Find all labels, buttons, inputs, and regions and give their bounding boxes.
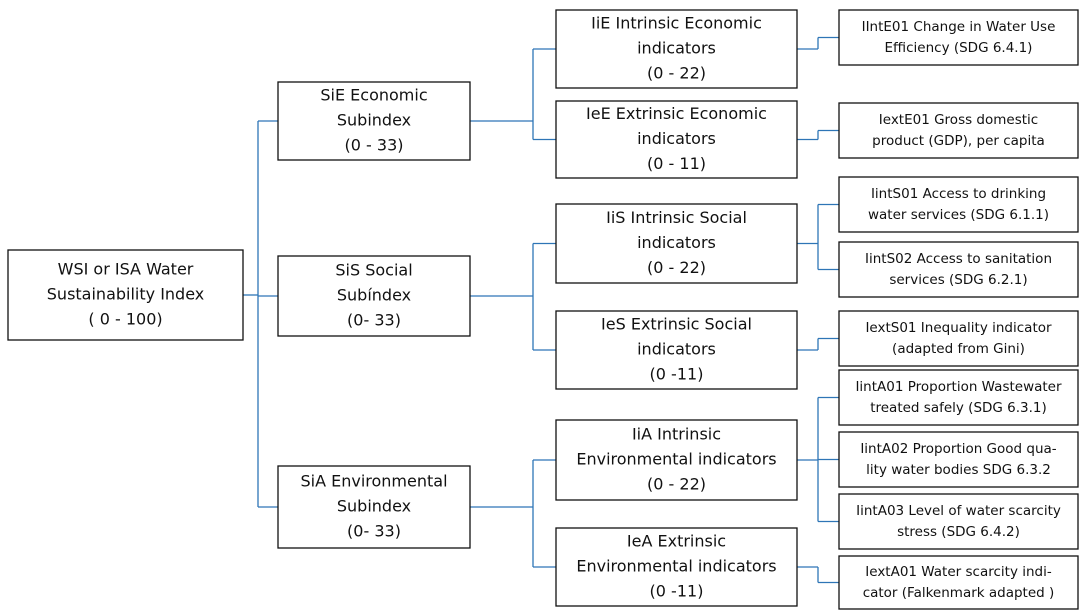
indicator-box xyxy=(555,9,798,89)
item-box-text: IextE01 Gross domestic xyxy=(879,112,1038,128)
item-box-text: IextS01 Inequality indicator xyxy=(865,320,1052,336)
item-box-text: product (GDP), per capita xyxy=(872,133,1045,149)
indicator-box-text: indicators xyxy=(637,233,716,252)
item-box-text: water services (SDG 6.1.1) xyxy=(868,207,1049,223)
indicator-box xyxy=(555,419,798,501)
item-box xyxy=(838,176,1079,233)
item-box-text: services (SDG 6.2.1) xyxy=(889,272,1027,288)
indicator-box-text: indicators xyxy=(637,340,716,359)
item-box xyxy=(838,241,1079,298)
item-box-text: IintS01 Access to drinking xyxy=(871,186,1046,202)
root-box xyxy=(7,249,244,341)
item-box-text: IintA01 Proportion Wastewater xyxy=(855,379,1062,395)
item-box xyxy=(838,555,1079,610)
indicator-box-text: indicators xyxy=(637,129,716,148)
indicator-box-text: (0 - 11) xyxy=(647,154,706,173)
indicator-box-text: Environmental indicators xyxy=(576,557,776,576)
root-box-text: Sustainability Index xyxy=(47,285,204,304)
indicator-box-text: (0 - 22) xyxy=(647,474,706,493)
subindex-box-text: (0 - 33) xyxy=(345,135,404,154)
indicator-box xyxy=(555,310,798,390)
indicator-box-text: IeA Extrinsic xyxy=(627,532,726,551)
indicator-box-text: indicators xyxy=(637,39,716,58)
indicator-box-text: IiE Intrinsic Economic xyxy=(591,14,762,33)
subindex-box-text: Subindex xyxy=(337,111,411,130)
indicator-box-text: (0 -11) xyxy=(650,581,704,600)
item-box xyxy=(838,102,1079,159)
subindex-box-text: (0- 33) xyxy=(347,310,401,329)
item-box-text: treated safely (SDG 6.3.1) xyxy=(870,400,1047,416)
indicator-box xyxy=(555,203,798,284)
subindex-box-text: SiA Environmental xyxy=(300,472,447,491)
indicator-box xyxy=(555,100,798,179)
subindex-box xyxy=(277,465,471,549)
subindex-box xyxy=(277,255,471,337)
item-box xyxy=(838,9,1079,66)
item-box-text: IintA02 Proportion Good qua- xyxy=(860,441,1056,457)
item-box-text: lity water bodies SDG 6.3.2 xyxy=(866,462,1051,478)
item-box-text: (adapted from Gini) xyxy=(892,341,1025,357)
subindex-box-text: SiS Social xyxy=(335,261,412,280)
indicator-box-text: IeE Extrinsic Economic xyxy=(586,104,767,123)
root-box-text: ( 0 - 100) xyxy=(88,309,162,328)
indicator-box-text: IiS Intrinsic Social xyxy=(606,208,747,227)
item-box-text: cator (Falkenmark adapted ) xyxy=(863,585,1055,601)
subindex-box-text: Subindex xyxy=(337,497,411,516)
indicator-box xyxy=(555,527,798,607)
item-box xyxy=(838,369,1079,426)
subindex-box-text: (0- 33) xyxy=(347,521,401,540)
item-box-text: IintA03 Level of water scarcity xyxy=(856,503,1061,519)
subindex-box-text: Subíndex xyxy=(337,286,411,305)
item-box-text: IextA01 Water scarcity indi- xyxy=(865,564,1052,580)
indicator-box-text: IiA Intrinsic xyxy=(632,425,721,444)
item-box-text: Efficiency (SDG 6.4.1) xyxy=(885,40,1033,56)
item-box xyxy=(838,431,1079,488)
root-box-text: WSI or ISA Water xyxy=(58,260,194,279)
item-box-text: IIntE01 Change in Water Use xyxy=(862,19,1056,35)
indicator-box-text: (0 -11) xyxy=(650,364,704,383)
item-box-text: stress (SDG 6.4.2) xyxy=(897,524,1020,540)
indicator-box-text: (0 - 22) xyxy=(647,63,706,82)
indicator-box-text: (0 - 22) xyxy=(647,258,706,277)
item-box xyxy=(838,310,1079,367)
indicator-box-text: IeS Extrinsic Social xyxy=(601,315,752,334)
indicator-box-text: Environmental indicators xyxy=(576,450,776,469)
item-box-text: IintS02 Access to sanitation xyxy=(865,251,1052,267)
subindex-box xyxy=(277,81,471,161)
subindex-box-text: SiE Economic xyxy=(320,86,427,105)
item-box xyxy=(838,493,1079,550)
